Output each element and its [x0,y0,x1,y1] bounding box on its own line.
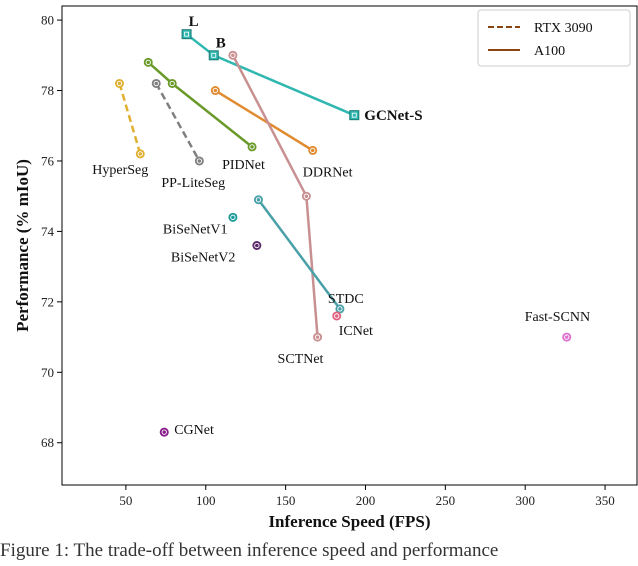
bisenetv1-point [228,212,238,222]
x-tick-label: 350 [595,493,615,508]
scatter-chart: 50 100 150 200 250 300 350 68 70 72 74 76 78 80 Hyper… [13,5,638,531]
bisenetv2-point [252,241,262,250]
stdc-point-inner [337,306,343,312]
y-tick-label: 76 [41,153,55,168]
pp-liteseg-point [151,78,161,88]
ddrnet-point [308,145,318,155]
pidnet-label: PIDNet [222,158,265,173]
pidnet-point [143,57,153,67]
sctnet-point [228,50,238,60]
pidnet-point [167,78,177,88]
bisenetv1-label: BiSeNetV1 [163,222,228,237]
hyperseg-point-inner [137,151,143,157]
gcnet-s-point-inner [351,112,357,118]
pidnet-point-inner [169,80,175,87]
hyperseg-point [135,149,145,159]
hyperseg-point-inner [116,80,123,87]
bisenetv2-label: BiSeNetV2 [171,251,236,266]
sctnet-point-inner [314,334,321,340]
bisenetv2-point-inner [254,242,260,249]
pidnet-point [247,142,257,152]
y-tick-label: 80 [41,13,54,28]
stdc-point-inner [255,197,262,203]
stdc-line [257,198,341,310]
fast-scnn-point-inner [564,334,570,340]
gcnet-s-line [185,33,355,117]
stdc-label: STDC [328,292,364,307]
y-tick-label: 68 [41,435,54,450]
sctnet-point [301,191,311,201]
sctnet-point [313,332,323,342]
ddrnet-line [214,89,314,152]
gcnet-s-point [181,29,192,40]
x-tick-label: 300 [515,493,535,508]
legend-box [477,9,631,67]
stdc-point [253,195,263,205]
gcnet-s-point-inner [184,31,189,37]
sctnet-label: SCTNet [278,352,324,367]
y-tick-label: 78 [41,83,54,98]
gcnet-s-point-label: L [189,14,199,30]
ddrnet-point-inner [310,147,316,154]
pp-liteseg-point-inner [153,80,159,87]
hyperseg-label: HyperSeg [92,163,148,178]
y-tick-label: 74 [41,224,55,239]
icnet-label: ICNet [339,324,373,339]
icnet-point-inner [334,313,340,319]
stdc-point [335,304,345,314]
x-axis-label: Inference Speed (FPS) [268,512,430,531]
gcnet-s-point [349,110,360,121]
pp-liteseg-label: PP-LiteSeg [161,176,225,191]
pidnet-point-inner [249,144,255,150]
cgnet-point [159,427,169,437]
gcnet-s-point-label: B [216,35,226,51]
pp-liteseg-point [194,156,204,166]
fast-scnn-label: Fast-SCNN [525,310,590,325]
cgnet-label: CGNet [174,423,214,438]
ddrnet-point [210,86,220,96]
legend-label-a100: A100 [534,44,565,59]
ddrnet-label: DDRNet [303,165,353,180]
icnet-point [332,311,342,321]
sctnet-point-inner [303,193,310,199]
hyperseg-line [118,83,142,155]
gcnet-s-point-inner [211,52,217,58]
pidnet-point-inner [145,59,151,66]
plot-area [61,5,638,486]
pp-liteseg-line [155,82,201,162]
x-tick-label: 100 [196,493,216,508]
x-tick-label: 250 [436,493,456,508]
bisenetv1-point-inner [230,214,236,220]
y-tick-label: 72 [41,294,54,309]
legend-label-rtx-3090: RTX 3090 [534,21,593,36]
sctnet-point-inner [230,52,236,58]
figure-caption: Figure 1: The trade-off between inferenc… [0,540,499,561]
ddrnet-point-inner [212,87,218,94]
gcnet-s-point [208,50,219,61]
pp-liteseg-point-inner [196,158,203,164]
y-tick-label: 70 [41,365,54,380]
x-tick-label: 50 [119,493,132,508]
fast-scnn-point [562,332,572,342]
hyperseg-point [115,78,124,88]
x-tick-label: 200 [356,493,376,508]
x-tick-label: 150 [276,493,296,508]
cgnet-point-inner [161,429,167,435]
y-axis-label: Performance (% mIoU) [13,159,32,332]
gcnet-s-label: GCNet-S [364,108,422,124]
